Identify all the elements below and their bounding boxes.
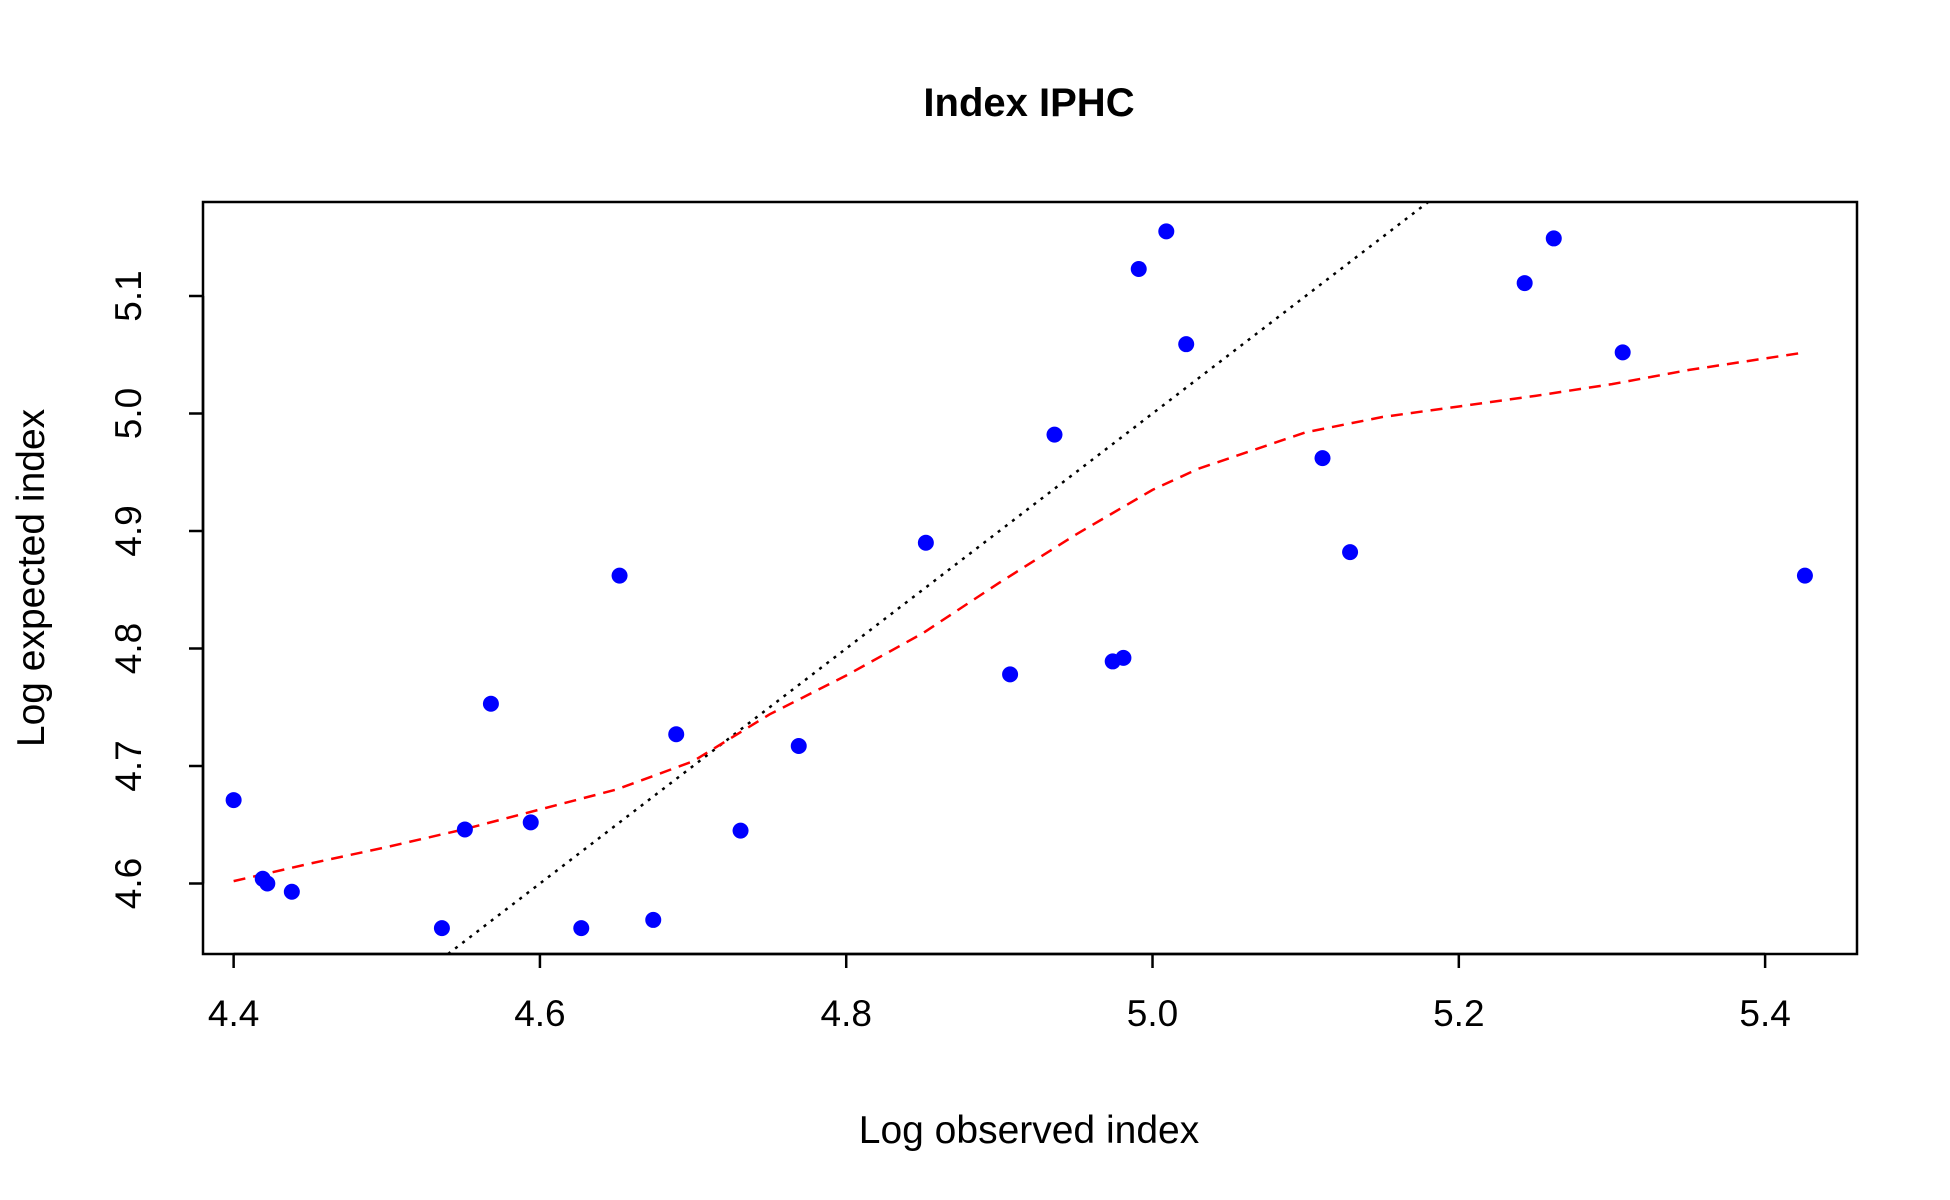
plot-area <box>225 202 1813 954</box>
data-point <box>1614 344 1631 361</box>
x-tick-label: 4.8 <box>821 993 872 1034</box>
data-point <box>1002 666 1019 683</box>
y-tick-label: 5.0 <box>108 388 149 439</box>
data-point <box>1046 426 1063 443</box>
data-point <box>456 821 473 838</box>
data-point <box>1796 567 1813 584</box>
x-tick-label: 5.0 <box>1127 993 1178 1034</box>
data-point <box>732 822 749 839</box>
x-tick-label: 4.4 <box>208 993 259 1034</box>
data-point <box>1342 544 1359 561</box>
data-point <box>1314 450 1331 467</box>
chart-title: Index IPHC <box>923 81 1134 125</box>
data-point <box>917 534 934 551</box>
y-tick-label: 4.6 <box>108 858 149 909</box>
data-point <box>522 814 539 831</box>
y-axis: 4.6 4.7 4.8 4.9 5.0 5.1 <box>108 270 205 909</box>
y-tick-label: 4.8 <box>108 623 149 674</box>
data-point <box>283 883 300 900</box>
data-point <box>668 726 685 743</box>
data-point <box>790 738 807 755</box>
data-point <box>259 875 276 892</box>
data-point <box>1158 223 1175 240</box>
identity-line <box>447 202 1429 954</box>
x-tick-label: 5.2 <box>1433 993 1484 1034</box>
data-point <box>1178 336 1195 353</box>
data-point <box>611 567 628 584</box>
data-point <box>1115 649 1132 666</box>
data-point <box>1516 275 1533 292</box>
x-tick-label: 4.6 <box>514 993 565 1034</box>
data-point <box>645 911 662 928</box>
y-tick-label: 4.9 <box>108 505 149 556</box>
x-tick-label: 5.4 <box>1739 993 1790 1034</box>
y-axis-label: Log expected index <box>10 408 53 747</box>
x-axis-label: Log observed index <box>859 1109 1200 1152</box>
data-point <box>573 920 590 937</box>
data-point <box>433 920 450 937</box>
y-tick-label: 4.7 <box>108 740 149 791</box>
data-points <box>225 223 1813 937</box>
data-point <box>482 695 499 712</box>
plot-frame <box>201 200 1859 956</box>
y-tick-label: 5.1 <box>108 270 149 321</box>
data-point <box>1130 260 1147 277</box>
data-point <box>225 792 242 809</box>
x-axis: 4.4 4.6 4.8 5.0 5.2 5.4 <box>208 952 1791 1034</box>
data-point <box>1545 230 1562 247</box>
smooth-trend-line <box>233 351 1806 883</box>
